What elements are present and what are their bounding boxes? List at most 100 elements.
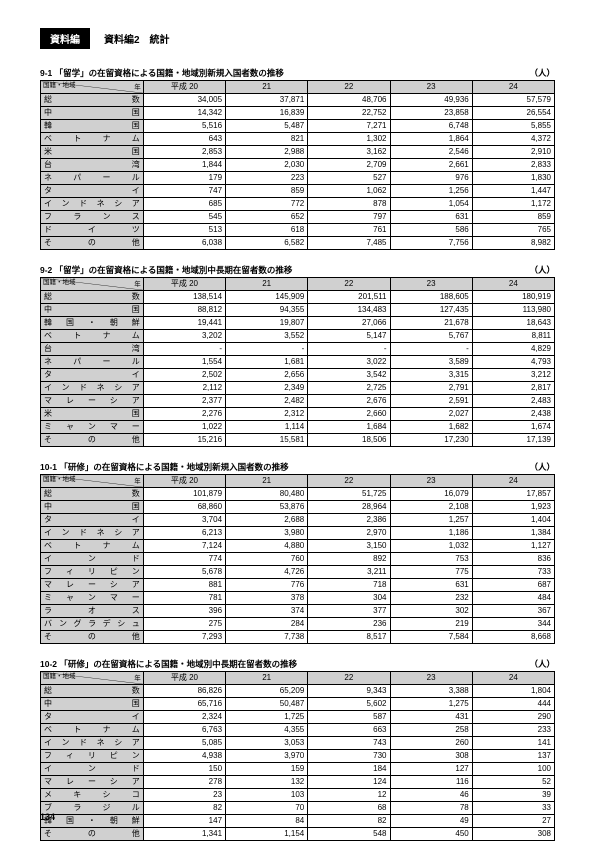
data-cell: 179 — [143, 172, 225, 185]
column-header: 21 — [226, 475, 308, 488]
table-row: 韓国・朝鮮14784824927 — [41, 815, 555, 828]
table-row: マレーシア2,3772,4822,6762,5912,483 — [41, 395, 555, 408]
corner-top-label: 国籍・地域 — [43, 475, 76, 485]
data-cell: 2,709 — [308, 159, 390, 172]
data-cell: 17,139 — [472, 434, 554, 447]
data-cell: 2,725 — [308, 382, 390, 395]
section-header: 9-2 「留学」の在留資格による国籍・地域別中長期在留者数の推移（人） — [40, 264, 555, 276]
data-cell: 1,032 — [390, 540, 472, 553]
data-cell: 431 — [390, 711, 472, 724]
row-label: フィリピン — [41, 750, 144, 763]
table-row: インドネシア6,2133,9802,9701,1861,384 — [41, 527, 555, 540]
data-cell: 1,674 — [472, 421, 554, 434]
row-label: インド — [41, 763, 144, 776]
data-cell: 718 — [308, 579, 390, 592]
row-label: タイ — [41, 185, 144, 198]
data-cell: 7,584 — [390, 631, 472, 644]
row-label: マレーシア — [41, 579, 144, 592]
data-cell: 5,602 — [308, 698, 390, 711]
data-cell: 5,487 — [226, 120, 308, 133]
data-cell: 284 — [226, 618, 308, 631]
data-cell: 2,027 — [390, 408, 472, 421]
data-cell: 1,447 — [472, 185, 554, 198]
data-cell: 141 — [472, 737, 554, 750]
data-cell: 150 — [143, 763, 225, 776]
data-cell: 290 — [472, 711, 554, 724]
corner-cell: 国籍・地域 年 — [41, 475, 144, 488]
data-cell: 53,876 — [226, 501, 308, 514]
table-row: 中国68,86053,87628,9642,1081,923 — [41, 501, 555, 514]
data-cell: 730 — [308, 750, 390, 763]
row-label: 中国 — [41, 501, 144, 514]
data-cell: 513 — [143, 224, 225, 237]
corner-cell: 国籍・地域年 — [41, 672, 144, 685]
corner-bottom-label: 年 — [134, 674, 141, 684]
data-cell: 2,349 — [226, 382, 308, 395]
table-row: 米国2,2762,3122,6602,0272,438 — [41, 408, 555, 421]
header-tag: 資料編 — [40, 28, 90, 49]
data-cell: 145,909 — [226, 291, 308, 304]
data-cell: 859 — [226, 185, 308, 198]
section-unit: （人） — [529, 264, 555, 276]
data-cell: 4,829 — [472, 343, 554, 356]
row-label: その他 — [41, 237, 144, 250]
data-cell: 8,811 — [472, 330, 554, 343]
data-cell: 1,384 — [472, 527, 554, 540]
column-header: 21 — [226, 672, 308, 685]
table-row: タイ2,3241,725587431290 — [41, 711, 555, 724]
corner-bottom-label: 年 — [134, 477, 141, 487]
row-label: ミャンマー — [41, 592, 144, 605]
column-header: 23 — [390, 81, 472, 94]
data-cell: 1,257 — [390, 514, 472, 527]
data-cell: 3,212 — [472, 369, 554, 382]
data-cell: 2,276 — [143, 408, 225, 421]
data-cell: 881 — [143, 579, 225, 592]
data-cell: 1,154 — [226, 828, 308, 841]
data-cell: 57,579 — [472, 94, 554, 107]
table-row: インドネシア6857728781,0541,172 — [41, 198, 555, 211]
data-cell: 3,542 — [308, 369, 390, 382]
column-header: 22 — [308, 81, 390, 94]
table-row: 韓国5,5165,4877,2716,7485,855 — [41, 120, 555, 133]
data-cell: 27 — [472, 815, 554, 828]
row-label: インドネシア — [41, 382, 144, 395]
table-row: ネパール1792235279761,830 — [41, 172, 555, 185]
data-cell: 68,860 — [143, 501, 225, 514]
table-section: 9-2 「留学」の在留資格による国籍・地域別中長期在留者数の推移（人）国籍・地域… — [40, 264, 555, 447]
data-cell: 587 — [308, 711, 390, 724]
row-label: ネパール — [41, 172, 144, 185]
data-cell: 7,485 — [308, 237, 390, 250]
data-cell: 1,022 — [143, 421, 225, 434]
table-section: 9-1 「留学」の在留資格による国籍・地域別新規入国者数の推移 （人）国籍・地域年… — [40, 67, 555, 250]
data-cell: 127 — [390, 763, 472, 776]
data-cell: 1,725 — [226, 711, 308, 724]
data-cell: 7,124 — [143, 540, 225, 553]
data-cell: 2,833 — [472, 159, 554, 172]
data-cell: 2,817 — [472, 382, 554, 395]
table-row: その他1,3411,154548450308 — [41, 828, 555, 841]
data-cell: 138,514 — [143, 291, 225, 304]
data-cell: 663 — [308, 724, 390, 737]
data-cell: 1,554 — [143, 356, 225, 369]
data-cell: 1,844 — [143, 159, 225, 172]
table-row: インドネシア5,0853,053743260141 — [41, 737, 555, 750]
data-cell: 116 — [390, 776, 472, 789]
data-cell: 374 — [226, 605, 308, 618]
section-header: 10-1 「研修」の在留資格による国籍・地域別新規入国者数の推移（人） — [40, 461, 555, 473]
data-cell: 86,826 — [143, 685, 225, 698]
data-cell: 80,480 — [226, 488, 308, 501]
data-cell: 34,005 — [143, 94, 225, 107]
data-cell: 643 — [143, 133, 225, 146]
data-cell: 82 — [308, 815, 390, 828]
data-cell: 23,858 — [390, 107, 472, 120]
data-cell: 1,275 — [390, 698, 472, 711]
data-cell: 51,725 — [308, 488, 390, 501]
data-cell: 2,482 — [226, 395, 308, 408]
section-title: 9-1 「留学」の在留資格による国籍・地域別新規入国者数の推移 — [40, 67, 284, 79]
table-row: ブラジル8270687833 — [41, 802, 555, 815]
data-table: 国籍・地域年平成 2021222324総数34,00537,87148,7064… — [40, 80, 555, 250]
data-cell: 1,681 — [226, 356, 308, 369]
section-unit: （人） — [529, 67, 555, 79]
data-cell: 219 — [390, 618, 472, 631]
data-cell: 781 — [143, 592, 225, 605]
